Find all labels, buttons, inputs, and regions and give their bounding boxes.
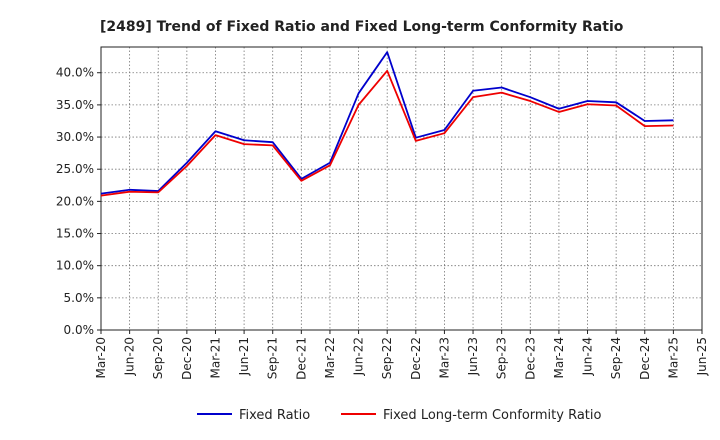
x-tick-label: Sep-21 — [266, 337, 280, 379]
y-axis: 0.0% 5.0% 10.0% 15.0% 20.0% 25.0% 30.0% 35.0% 40… — [56, 66, 101, 337]
x-tick-label: Sep-22 — [380, 337, 394, 379]
x-tick-label: Mar-20 — [94, 337, 108, 378]
y-tick-label: 20.0% — [56, 194, 94, 208]
x-tick-label: Mar-21 — [208, 337, 222, 378]
x-tick-label: Mar-24 — [552, 337, 566, 378]
x-tick-label: Sep-20 — [151, 337, 165, 379]
x-tick-label: Sep-23 — [495, 337, 509, 379]
y-tick-label: 5.0% — [64, 291, 95, 305]
x-tick-label: Jun-24 — [581, 337, 595, 376]
x-tick-label: Dec-24 — [638, 337, 652, 380]
x-tick-label: Jun-23 — [466, 337, 480, 376]
y-tick-label: 35.0% — [56, 98, 94, 112]
x-tick-label: Jun-25 — [695, 337, 709, 376]
chart-title: [2489] Trend of Fixed Ratio and Fixed Lo… — [100, 19, 624, 35]
x-axis: Mar-20 Jun-20 Sep-20 Dec-20 Mar-21 Jun-21 Sep-… — [94, 330, 709, 380]
legend: Fixed Ratio Fixed Long-term Conformity Ra… — [197, 408, 602, 423]
y-tick-label: 40.0% — [56, 66, 94, 80]
y-tick-label: 10.0% — [56, 259, 94, 273]
x-tick-label: Jun-20 — [123, 337, 137, 376]
plot-frame — [100, 46, 703, 331]
y-tick-label: 15.0% — [56, 227, 94, 241]
y-tick-label: 0.0% — [64, 323, 95, 337]
series-line-2 — [100, 69, 674, 197]
legend-label-2: Fixed Long-term Conformity Ratio — [383, 408, 602, 423]
y-tick-label: 30.0% — [56, 130, 94, 144]
series-group — [100, 51, 674, 197]
y-tick-label: 25.0% — [56, 162, 94, 176]
x-tick-label: Mar-22 — [323, 337, 337, 378]
x-tick-label: Jun-21 — [237, 337, 251, 376]
legend-label-1: Fixed Ratio — [239, 408, 310, 423]
x-tick-label: Dec-21 — [294, 337, 308, 380]
x-tick-label: Dec-23 — [523, 337, 537, 380]
grid — [100, 47, 703, 331]
x-tick-label: Dec-20 — [180, 337, 194, 380]
x-tick-label: Dec-22 — [409, 337, 423, 380]
x-tick-label: Sep-24 — [609, 337, 623, 379]
x-tick-label: Mar-23 — [437, 337, 451, 378]
x-tick-label: Mar-25 — [666, 337, 680, 378]
series-line-1 — [100, 51, 674, 195]
x-tick-label: Jun-22 — [352, 337, 366, 376]
